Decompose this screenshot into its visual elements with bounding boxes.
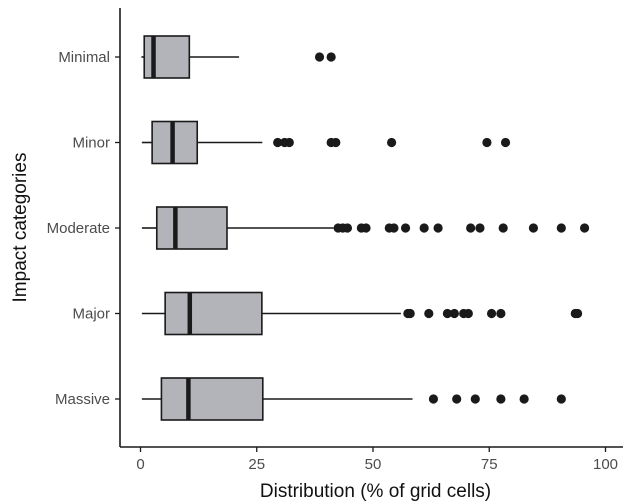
outlier-point [573,308,583,319]
iqr-box [155,206,228,250]
outlier-point [556,223,566,233]
outlier-point [452,394,462,404]
outlier-point [475,223,485,233]
outlier-point [528,223,539,233]
outlier-point [326,52,336,62]
outlier-point [463,308,473,319]
iqr-box [164,291,263,336]
iqr-box [160,377,264,421]
outlier-point [284,137,294,148]
x-axis-title: Distribution (% of grid cells) [260,481,491,502]
outlier-point [273,137,283,148]
y-tick-label-moderate: Moderate [47,220,110,237]
y-tick-label-major: Major [72,306,110,323]
outlier-point [419,223,429,233]
outlier-point [496,308,506,319]
x-tick-label: 25 [248,456,265,473]
x-tick-label: 100 [593,456,618,473]
outlier-point [449,308,459,319]
box-minor [141,120,511,165]
outlier-point [486,308,497,319]
outlier-point [556,394,566,404]
y-axis-title: Impact categories [10,153,31,303]
outlier-point [442,308,452,319]
x-tick-label: 75 [481,456,498,473]
outlier-point [482,137,492,148]
outlier-point [500,137,511,148]
outlier-point [519,394,529,404]
x-tick-label: 50 [365,456,382,473]
x-axis-ticks: 0 25 50 75 100 [136,447,618,473]
x-tick-label: 0 [136,456,144,473]
outlier-point [470,394,480,404]
outlier-point [361,223,371,233]
outlier-point [428,394,439,404]
outlier-point [400,223,411,233]
y-tick-label-minor: Minor [72,135,110,152]
outlier-point [496,394,506,404]
outlier-point [331,137,341,148]
outlier-point [314,52,325,62]
box-major [141,291,583,336]
outlier-point [342,223,353,233]
outlier-point [405,308,415,319]
plot-area [141,35,590,421]
box-massive [141,377,566,421]
outlier-point [387,137,397,148]
outlier-point [389,223,399,233]
box-moderate [141,206,590,250]
iqr-box [143,35,191,79]
box-minimal [141,35,336,79]
outlier-point [433,223,443,233]
y-tick-label-minimal: Minimal [58,49,110,66]
y-tick-label-massive: Massive [55,391,110,408]
y-axis-ticks: Minimal Minor Moderate Major Massive [47,49,120,408]
outlier-point [579,223,590,233]
outlier-point [498,223,508,233]
outlier-point [424,308,434,319]
outlier-point [466,223,476,233]
